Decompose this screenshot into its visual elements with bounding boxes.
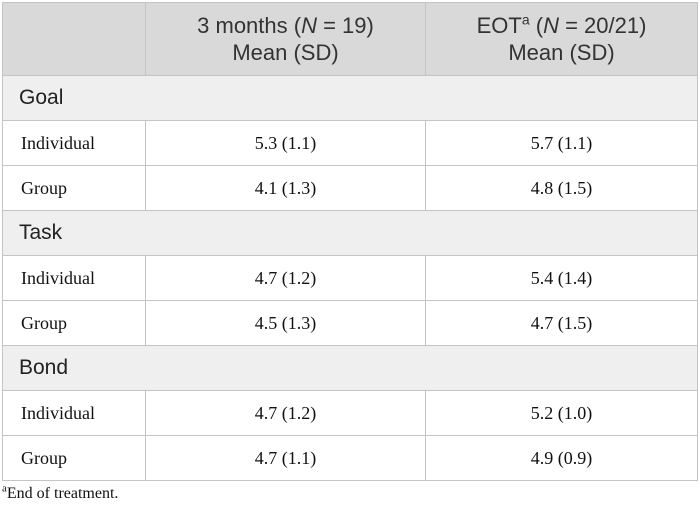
section-row: Goal bbox=[2, 75, 698, 121]
cell-value: 5.4 (1.4) bbox=[425, 255, 698, 301]
header-cell: 3 months (N = 19) Mean (SD) bbox=[145, 2, 426, 76]
cell-value: 5.2 (1.0) bbox=[425, 390, 698, 436]
data-row: Individual 5.3 (1.1) 5.7 (1.1) bbox=[2, 120, 698, 166]
data-row: Individual 4.7 (1.2) 5.4 (1.4) bbox=[2, 255, 698, 301]
section-title: Bond bbox=[2, 345, 698, 391]
header-text: 3 months ( bbox=[197, 13, 302, 38]
cell-value: 4.5 (1.3) bbox=[145, 300, 426, 346]
header-text: ( bbox=[529, 13, 544, 38]
data-row: Group 4.1 (1.3) 4.8 (1.5) bbox=[2, 165, 698, 211]
cell-value: 4.7 (1.1) bbox=[145, 435, 426, 481]
cell-value: 5.7 (1.1) bbox=[425, 120, 698, 166]
cell-value: 4.7 (1.2) bbox=[145, 255, 426, 301]
section-title: Task bbox=[2, 210, 698, 256]
row-label: Group bbox=[2, 300, 146, 346]
row-label: Individual bbox=[2, 390, 146, 436]
cell-value: 4.1 (1.3) bbox=[145, 165, 426, 211]
row-label: Individual bbox=[2, 255, 146, 301]
header-line: Mean (SD) bbox=[508, 40, 615, 65]
header-text: = 19) bbox=[316, 13, 374, 38]
section-row: Bond bbox=[2, 345, 698, 391]
header-line: EOTa (N = 20/21) bbox=[426, 12, 697, 39]
cell-value: 4.7 (1.5) bbox=[425, 300, 698, 346]
header-row: 3 months (N = 19) Mean (SD) EOTa (N = 20/2… bbox=[2, 2, 698, 76]
footnote-ref: a bbox=[521, 11, 530, 28]
cell-value: 4.7 (1.2) bbox=[145, 390, 426, 436]
row-label: Individual bbox=[2, 120, 146, 166]
section-title: Goal bbox=[2, 75, 698, 121]
header-line: Mean (SD) bbox=[232, 40, 339, 65]
cell-value: 4.8 (1.5) bbox=[425, 165, 698, 211]
header-cell bbox=[2, 2, 146, 76]
header-italic: N bbox=[301, 13, 317, 38]
results-table: 3 months (N = 19) Mean (SD) EOTa (N = 20/2… bbox=[2, 2, 698, 481]
footnote: aEnd of treatment. bbox=[2, 482, 119, 503]
header-cell: EOTa (N = 20/21) Mean (SD) bbox=[425, 2, 698, 76]
header-text: = 20/21) bbox=[558, 13, 647, 38]
footnote-mark: a bbox=[2, 482, 7, 495]
header-italic: N bbox=[543, 13, 559, 38]
section-row: Task bbox=[2, 210, 698, 256]
cell-value: 5.3 (1.1) bbox=[145, 120, 426, 166]
data-row: Group 4.5 (1.3) 4.7 (1.5) bbox=[2, 300, 698, 346]
data-row: Group 4.7 (1.1) 4.9 (0.9) bbox=[2, 435, 698, 481]
data-row: Individual 4.7 (1.2) 5.2 (1.0) bbox=[2, 390, 698, 436]
row-label: Group bbox=[2, 435, 146, 481]
row-label: Group bbox=[2, 165, 146, 211]
header-line: 3 months (N = 19) bbox=[146, 12, 425, 39]
footnote-text: End of treatment. bbox=[6, 485, 119, 502]
header-text: EOT bbox=[476, 13, 522, 38]
cell-value: 4.9 (0.9) bbox=[425, 435, 698, 481]
